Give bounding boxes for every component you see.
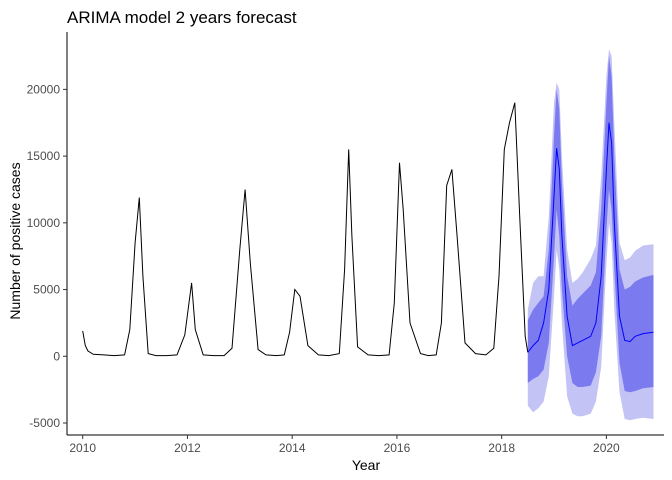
y-tick-label: 0 [53, 349, 60, 363]
y-tick-label: 15000 [27, 149, 61, 163]
y-tick-label: 10000 [27, 216, 61, 230]
x-tick-label: 2014 [279, 441, 306, 455]
x-tick-label: 2010 [69, 441, 96, 455]
x-axis-title: Year [352, 457, 381, 473]
forecast-line [527, 122, 654, 353]
y-axis-title: Number of positive cases [7, 162, 23, 319]
x-tick-label: 2016 [384, 441, 411, 455]
y-axis-ticks: -5000 0 5000 10000 15000 20000 [27, 82, 67, 430]
x-tick-label: 2020 [593, 441, 620, 455]
y-tick-label: -5000 [29, 416, 60, 430]
x-axis-ticks: 2010 2012 2014 2016 2018 2020 [69, 435, 620, 455]
chart-title: ARIMA model 2 years forecast [67, 8, 297, 27]
forecast-bands [527, 49, 654, 421]
x-tick-label: 2012 [174, 441, 201, 455]
observed-line [82, 102, 529, 357]
series-lines [82, 102, 654, 357]
forecast-band-80 [527, 56, 654, 393]
y-tick-label: 5000 [33, 283, 60, 297]
y-tick-label: 20000 [27, 82, 61, 96]
x-tick-label: 2018 [488, 441, 515, 455]
